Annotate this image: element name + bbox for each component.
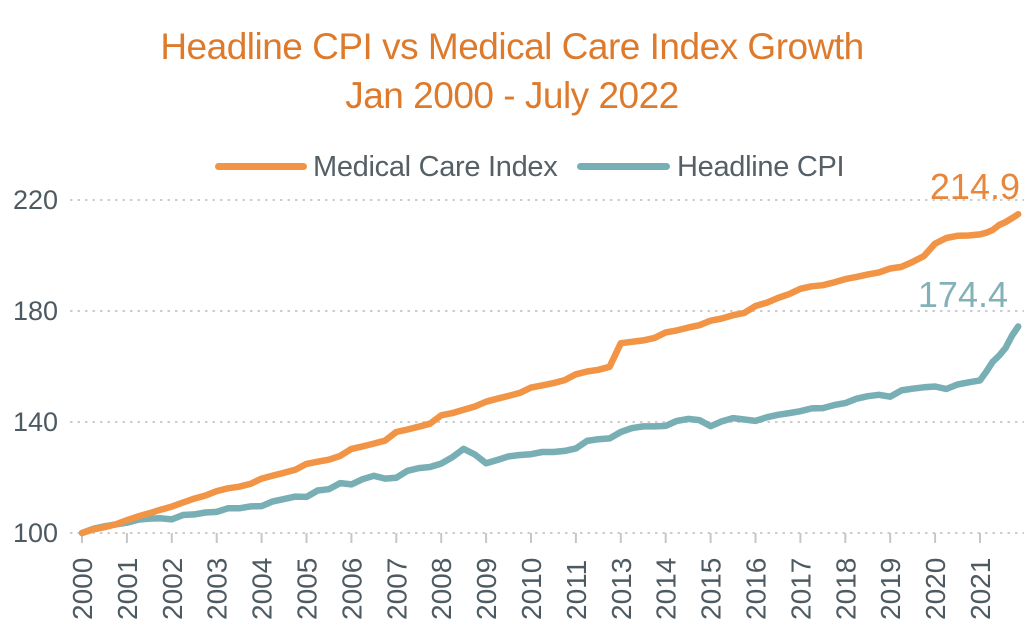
x-tick-label-2006: 2006 — [336, 558, 367, 620]
legend-swatch-headline-cpi — [577, 163, 670, 170]
legend-label-headline-cpi: Headline CPI — [677, 151, 845, 183]
chart-title-line1: Headline CPI vs Medical Care Index Growt… — [160, 26, 864, 67]
x-tick-label-2018: 2018 — [830, 558, 861, 620]
series-line-headline-cpi — [78, 323, 1022, 537]
gridlines — [70, 199, 1024, 534]
x-tick-label-2002: 2002 — [157, 558, 188, 620]
x-tick-label-2019: 2019 — [875, 558, 906, 620]
y-tick-label-100: 100 — [13, 518, 58, 548]
x-tick-label-2005: 2005 — [292, 558, 323, 620]
series-line-medical-care-index — [78, 210, 1022, 537]
x-tick-label-2013: 2013 — [606, 558, 637, 620]
y-axis-labels: 100 140 180 220 — [13, 185, 58, 548]
x-tick-label-2001: 2001 — [112, 558, 143, 620]
x-tick-label-2021: 2021 — [965, 558, 996, 620]
x-axis-labels: 2000 2001 2002 2003 2004 2005 2006 2007 2008 2009… — [67, 558, 996, 620]
x-tick-label-2011: 2011 — [561, 560, 592, 620]
y-tick-label-220: 220 — [13, 185, 58, 215]
x-tick-label-2008: 2008 — [426, 558, 457, 620]
y-tick-label-140: 140 — [13, 407, 58, 437]
x-tick-label-2015: 2015 — [696, 558, 727, 620]
chart-title: Headline CPI vs Medical Care Index Growt… — [0, 22, 1024, 120]
x-tick-label-2004: 2004 — [247, 558, 278, 620]
y-tick-label-180: 180 — [13, 296, 58, 326]
x-tick-label-2020: 2020 — [920, 558, 951, 620]
series-lines — [78, 210, 1022, 537]
x-tick-label-2010: 2010 — [516, 558, 547, 620]
x-tick-label-2016: 2016 — [741, 558, 772, 620]
x-tick-label-2003: 2003 — [202, 558, 233, 620]
end-value-label-headline-cpi: 174.4 — [918, 274, 1008, 315]
x-tick-label-2017: 2017 — [785, 558, 816, 620]
legend-swatch-medical-care-index — [215, 163, 307, 170]
series-end-value-labels: 214.9 174.4 — [918, 166, 1020, 315]
end-value-label-medical-care-index: 214.9 — [930, 166, 1020, 207]
legend-label-medical-care-index: Medical Care Index — [313, 151, 558, 183]
x-axis-ticks — [81, 533, 981, 543]
chart-title-line2: Jan 2000 - July 2022 — [345, 75, 679, 116]
x-tick-label-2007: 2007 — [381, 558, 412, 620]
x-tick-label-2000: 2000 — [67, 558, 98, 620]
x-tick-label-2009: 2009 — [471, 558, 502, 620]
x-tick-label-2014: 2014 — [651, 558, 682, 620]
